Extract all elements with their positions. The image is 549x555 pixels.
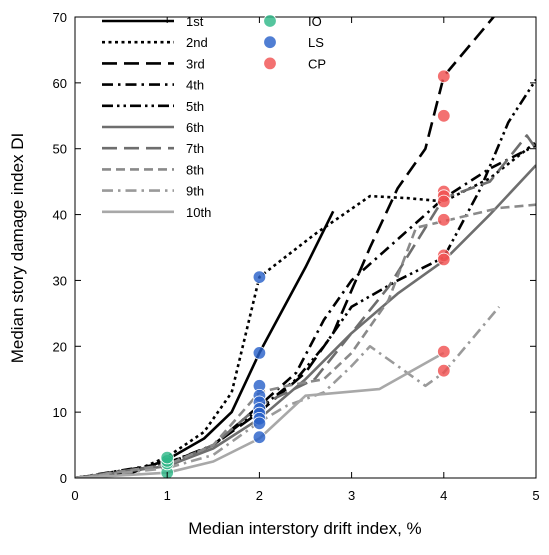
- series-line-4: [75, 144, 536, 478]
- y-tick-label: 70: [53, 10, 67, 25]
- legend-label-4th: 4th: [186, 78, 204, 93]
- legend-label-7th: 7th: [186, 141, 204, 156]
- marker-ls-1: [252, 270, 267, 284]
- y-tick-label: 50: [53, 142, 67, 157]
- legend-label-6th: 6th: [186, 120, 204, 135]
- marker-ls-2: [252, 346, 267, 360]
- marker-cp-1: [437, 69, 451, 84]
- x-tick-label: 0: [71, 488, 78, 503]
- legend-label-10th: 10th: [186, 205, 211, 220]
- marker-cp-10: [437, 364, 451, 378]
- marker-cp-5: [437, 194, 451, 209]
- series-line-2: [75, 141, 536, 478]
- plot-frame: [74, 16, 537, 479]
- marker-cp-8: [437, 252, 451, 267]
- legend-label-LS: LS: [308, 35, 324, 50]
- series-layer: [75, 17, 536, 478]
- y-tick-label: 10: [53, 405, 67, 420]
- legend-label-CP: CP: [308, 56, 326, 71]
- legend-label-9th: 9th: [186, 184, 204, 199]
- y-tick-label: 40: [53, 208, 67, 223]
- x-tick-label: 2: [256, 488, 263, 503]
- y-tick-label: 30: [53, 273, 67, 288]
- legend-swatch-LS: [263, 35, 277, 49]
- series-line-3: [75, 17, 496, 478]
- legend-label-1st: 1st: [186, 14, 204, 29]
- x-tick-label: 1: [164, 488, 171, 503]
- x-tick-label: 3: [348, 488, 355, 503]
- marker-io-4: [160, 450, 174, 465]
- x-axis-title: Median interstory drift index, %: [188, 519, 421, 538]
- legend-label-8th: 8th: [186, 162, 204, 177]
- marker-ls-10: [252, 430, 267, 444]
- series-line-7: [75, 134, 536, 478]
- y-tick-label: 0: [60, 471, 67, 486]
- series-line-8: [75, 203, 536, 478]
- x-tick-label: 5: [532, 488, 539, 503]
- marker-cp-6: [437, 213, 451, 227]
- series-line-1: [75, 210, 335, 478]
- legend-swatch-IO: [263, 14, 277, 28]
- legend-label-3rd: 3rd: [186, 56, 205, 71]
- marker-cp-2: [437, 109, 451, 123]
- series-line-6: [75, 164, 536, 478]
- series-line-5: [75, 78, 536, 478]
- legend: 1st 2nd 3rd 4th 5th 6th 7th 8th 9th 10th IO LS CP: [102, 14, 326, 220]
- y-tick-label: 60: [53, 76, 67, 91]
- legend-label-IO: IO: [308, 14, 322, 29]
- y-tick-label: 20: [53, 339, 67, 354]
- legend-label-5th: 5th: [186, 99, 204, 114]
- marker-layer: [160, 69, 451, 480]
- marker-cp-9: [437, 344, 451, 359]
- marker-ls-9: [252, 416, 267, 431]
- x-tick-label: 4: [440, 488, 447, 503]
- legend-label-2nd: 2nd: [186, 35, 208, 50]
- legend-swatch-CP: [263, 56, 277, 71]
- y-axis-title: Median story damage index DI: [8, 133, 27, 364]
